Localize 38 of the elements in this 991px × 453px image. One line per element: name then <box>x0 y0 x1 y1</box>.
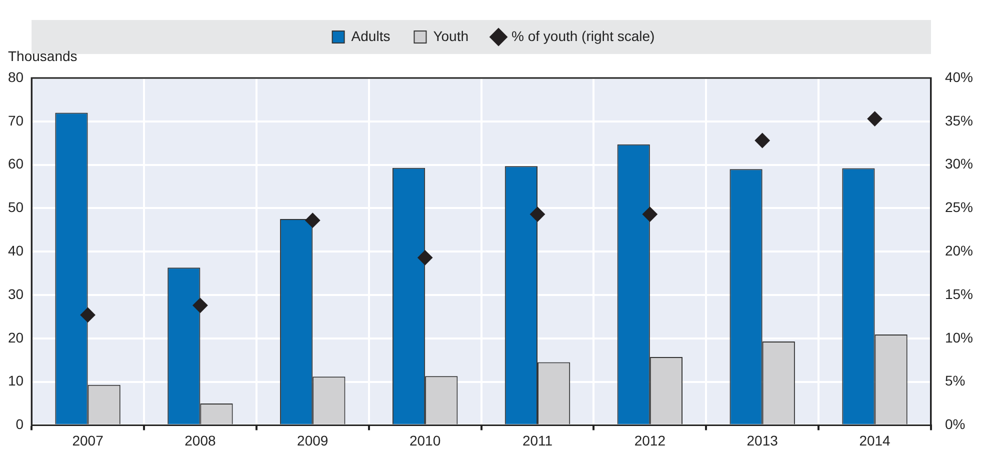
x-tick-label: 2009 <box>297 432 328 448</box>
y-tick-label: 50 <box>8 199 24 216</box>
y-tick-label: 20 <box>8 329 24 346</box>
y2-tick-label: 40% <box>944 68 974 85</box>
y-tick-label: 0 <box>16 416 24 432</box>
y-tick-label: 10 <box>8 372 24 389</box>
x-tick-label: 2011 <box>522 432 553 448</box>
y2-tick-label: 35% <box>944 112 974 128</box>
y2-tick-label: 15% <box>944 286 974 302</box>
x-tick-label: 2007 <box>72 432 104 448</box>
y-tick-label: 40 <box>8 242 24 258</box>
x-tick-label: 2013 <box>746 432 778 448</box>
point <box>80 307 96 322</box>
point <box>305 212 320 228</box>
y-tick-label: 60 <box>8 156 24 172</box>
y2-tick-label: 0% <box>944 416 966 432</box>
x-tick-label: 2010 <box>409 432 441 448</box>
y2-tick-label: 30% <box>944 156 974 172</box>
x-tick-label: 2008 <box>184 432 216 448</box>
legend-label: Adults <box>351 28 390 44</box>
point <box>530 206 545 222</box>
point <box>642 206 658 222</box>
y-tick-label: 70 <box>8 112 24 128</box>
x-tick-label: 2014 <box>859 432 891 448</box>
point <box>867 111 882 126</box>
point <box>192 298 208 313</box>
y-tick-label: 30 <box>8 286 24 302</box>
y-axis-title: Thousands <box>8 48 78 64</box>
y-tick-label: 80 <box>8 68 24 85</box>
legend-label: % of youth (right scale) <box>512 28 655 44</box>
y2-tick-label: 25% <box>944 199 974 216</box>
y2-tick-label: 10% <box>944 329 974 346</box>
y2-tick-label: 20% <box>944 242 974 258</box>
legend-label: Youth <box>433 28 469 44</box>
point <box>418 250 433 266</box>
y2-tick-label: 5% <box>944 372 966 389</box>
point <box>754 132 770 148</box>
x-tick-label: 2012 <box>634 432 666 448</box>
